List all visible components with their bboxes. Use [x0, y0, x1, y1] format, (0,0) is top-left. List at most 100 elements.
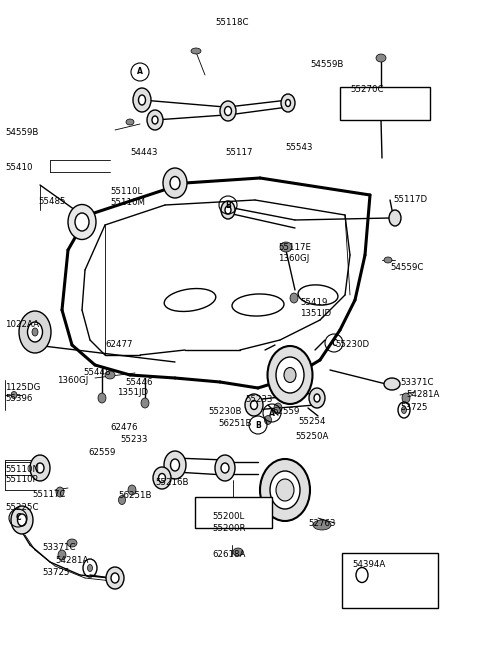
Text: 62559: 62559: [272, 407, 300, 416]
Ellipse shape: [264, 415, 272, 424]
Text: 55110P: 55110P: [5, 475, 37, 484]
Ellipse shape: [245, 394, 263, 416]
Text: B: B: [225, 201, 231, 210]
Ellipse shape: [284, 368, 296, 383]
Text: 55216B: 55216B: [155, 478, 189, 487]
Ellipse shape: [36, 463, 44, 473]
Ellipse shape: [276, 357, 304, 393]
Bar: [340, 87, 430, 120]
Text: 55446: 55446: [125, 378, 153, 387]
Ellipse shape: [11, 391, 17, 398]
Ellipse shape: [105, 371, 115, 379]
Ellipse shape: [111, 573, 119, 583]
Ellipse shape: [215, 455, 235, 481]
Text: 62618A: 62618A: [212, 550, 245, 559]
Ellipse shape: [17, 514, 26, 526]
Ellipse shape: [220, 101, 236, 121]
Ellipse shape: [32, 328, 38, 336]
Ellipse shape: [19, 311, 51, 353]
Text: 54281A: 54281A: [406, 390, 439, 399]
Ellipse shape: [276, 479, 294, 501]
Text: 55250A: 55250A: [295, 432, 328, 441]
Text: 55233: 55233: [120, 435, 147, 444]
Ellipse shape: [67, 539, 77, 547]
Text: A: A: [137, 68, 143, 77]
Text: 1360GJ: 1360GJ: [278, 254, 309, 263]
Ellipse shape: [98, 393, 106, 403]
Text: 55117D: 55117D: [393, 195, 427, 204]
Text: 56251B: 56251B: [118, 491, 152, 500]
Text: 54443: 54443: [130, 148, 157, 157]
Ellipse shape: [152, 116, 158, 124]
Ellipse shape: [384, 257, 392, 263]
Ellipse shape: [290, 293, 298, 303]
Text: 55225C: 55225C: [5, 503, 38, 512]
Ellipse shape: [147, 110, 163, 130]
Text: 55117E: 55117E: [278, 243, 311, 252]
Text: 55200L: 55200L: [212, 512, 244, 521]
Ellipse shape: [141, 398, 149, 408]
Ellipse shape: [11, 506, 33, 534]
Bar: [342, 553, 438, 608]
Ellipse shape: [313, 520, 331, 530]
Ellipse shape: [126, 119, 134, 125]
Text: 1125DG: 1125DG: [5, 383, 40, 392]
Ellipse shape: [158, 473, 166, 482]
Ellipse shape: [281, 94, 295, 112]
Ellipse shape: [314, 394, 320, 402]
Ellipse shape: [128, 485, 136, 495]
Text: 1022AA: 1022AA: [5, 320, 39, 329]
Ellipse shape: [106, 567, 124, 589]
Text: 55233: 55233: [245, 395, 273, 404]
Text: 54559B: 54559B: [310, 60, 343, 69]
Text: 54559B: 54559B: [5, 128, 38, 137]
Text: 56251B: 56251B: [218, 419, 252, 428]
Ellipse shape: [401, 406, 407, 413]
Ellipse shape: [221, 201, 235, 219]
Text: 53371C: 53371C: [400, 378, 433, 387]
Ellipse shape: [280, 242, 292, 252]
Ellipse shape: [87, 564, 93, 572]
Ellipse shape: [56, 487, 64, 497]
Ellipse shape: [119, 495, 125, 505]
Ellipse shape: [170, 459, 180, 471]
Text: 55396: 55396: [5, 394, 32, 403]
Ellipse shape: [75, 213, 89, 231]
Text: 55485: 55485: [38, 197, 65, 206]
Ellipse shape: [164, 451, 186, 479]
Text: 1351JD: 1351JD: [300, 309, 331, 318]
Text: 55117: 55117: [225, 148, 252, 157]
Text: 52763: 52763: [308, 519, 336, 528]
Ellipse shape: [133, 88, 151, 112]
Ellipse shape: [260, 459, 310, 521]
Ellipse shape: [286, 100, 290, 107]
Ellipse shape: [267, 346, 312, 404]
Ellipse shape: [58, 550, 66, 560]
Ellipse shape: [376, 54, 386, 62]
Text: 55110M: 55110M: [110, 198, 145, 207]
Ellipse shape: [384, 378, 400, 390]
Ellipse shape: [251, 400, 257, 409]
Text: 55110L: 55110L: [110, 187, 142, 196]
Bar: [195, 497, 272, 528]
Text: 55270C: 55270C: [350, 85, 384, 94]
Ellipse shape: [274, 403, 282, 413]
Text: 53725: 53725: [42, 568, 70, 577]
Ellipse shape: [270, 471, 300, 509]
Ellipse shape: [191, 48, 201, 54]
Text: 55410: 55410: [5, 163, 33, 172]
Ellipse shape: [221, 463, 229, 473]
Text: 54394A: 54394A: [352, 560, 385, 569]
Ellipse shape: [225, 107, 231, 115]
Ellipse shape: [170, 176, 180, 189]
Text: 62477: 62477: [105, 340, 132, 349]
Ellipse shape: [153, 467, 171, 489]
Text: 54559C: 54559C: [390, 263, 423, 272]
Text: 55110N: 55110N: [5, 465, 39, 474]
Ellipse shape: [27, 322, 43, 342]
Ellipse shape: [68, 204, 96, 240]
Text: 55117C: 55117C: [32, 490, 65, 499]
Text: 1360GJ: 1360GJ: [57, 376, 88, 385]
Ellipse shape: [30, 455, 50, 481]
Ellipse shape: [139, 95, 145, 105]
